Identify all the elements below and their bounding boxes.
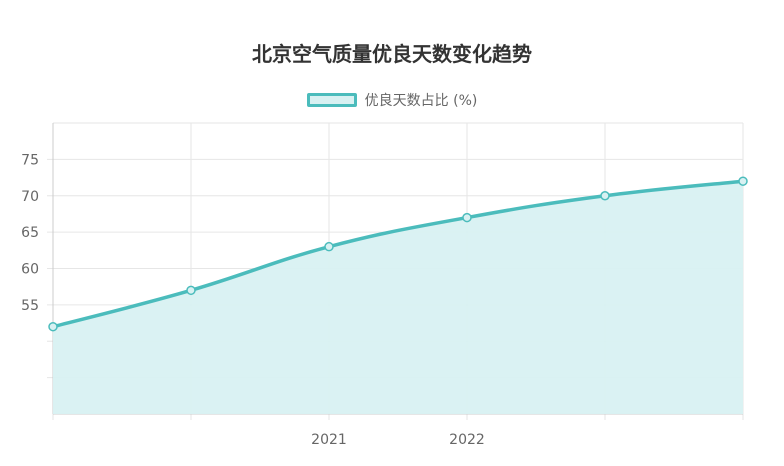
y-tick-label: 55 (21, 298, 39, 314)
legend[interactable]: 优良天数占比 (%) (0, 90, 784, 110)
legend-swatch[interactable] (306, 93, 357, 107)
chart-title: 北京空气质量优良天数变化趋势 (252, 42, 532, 66)
data-point[interactable] (600, 191, 610, 201)
data-point[interactable] (462, 212, 472, 223)
series-line (52, 179, 744, 329)
x-tick-label: 2022 (449, 432, 485, 448)
legend-label[interactable]: 优良天数占比 (%) (364, 93, 478, 109)
x-tick-label: 2021 (311, 432, 347, 448)
series-area-fill (53, 181, 743, 414)
data-point[interactable] (324, 241, 334, 252)
y-tick-label: 60 (21, 262, 39, 278)
data-point[interactable] (48, 321, 58, 332)
y-tick-label: 65 (21, 225, 39, 241)
y-tick-label: 75 (21, 152, 39, 168)
data-point[interactable] (186, 285, 196, 296)
y-tick-label: 70 (21, 189, 39, 205)
data-point[interactable] (738, 176, 748, 186)
